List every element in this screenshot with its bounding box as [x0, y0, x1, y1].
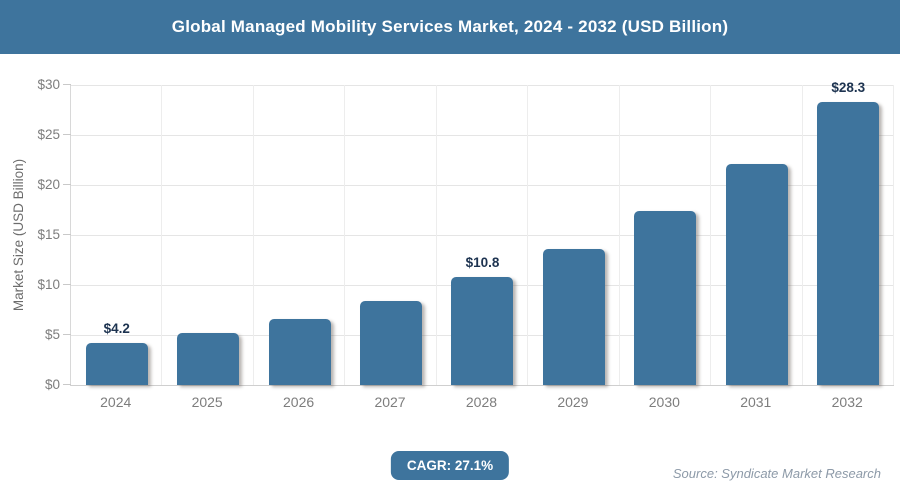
y-tick-mark — [63, 134, 71, 135]
x-gridline — [801, 85, 803, 385]
bar-2030[interactable] — [634, 211, 697, 385]
y-gridline — [71, 235, 894, 236]
bar-column — [162, 85, 253, 385]
x-gridline — [344, 85, 346, 385]
y-gridline — [71, 85, 894, 86]
y-tick-label: $30 — [37, 77, 60, 92]
y-gridline — [71, 135, 894, 136]
bar-column: $10.8 — [437, 85, 528, 385]
y-tick-label: $10 — [37, 277, 60, 292]
chart-header: Global Managed Mobility Services Market,… — [0, 0, 900, 54]
y-tick-label: $15 — [37, 227, 60, 242]
y-tick-mark — [63, 334, 71, 335]
source-attribution: Source: Syndicate Market Research — [672, 466, 881, 481]
bars-container: $4.2 $10.8 $28.3 — [71, 80, 894, 385]
bar-value-label: $4.2 — [103, 321, 130, 336]
y-tick-mark — [63, 84, 71, 85]
cagr-badge: CAGR: 27.1% — [390, 451, 510, 480]
x-gridline — [618, 85, 620, 385]
bar-column — [620, 85, 711, 385]
y-tick-label: $0 — [44, 377, 60, 392]
x-gridline — [527, 85, 529, 385]
x-gridline — [161, 85, 163, 385]
x-gridline — [893, 85, 894, 385]
bar-column: $4.2 — [71, 85, 162, 385]
x-tick-label: 2031 — [740, 394, 772, 410]
bar-column — [345, 85, 436, 385]
chart-title: Global Managed Mobility Services Market,… — [171, 17, 729, 36]
bar-2025[interactable] — [177, 333, 240, 385]
y-tick-label: $20 — [37, 177, 60, 192]
bar-column — [528, 85, 619, 385]
x-tick-label: 2026 — [283, 394, 315, 410]
x-tick-label: 2024 — [100, 394, 132, 410]
x-tick-label: 2027 — [374, 394, 406, 410]
x-tick-label: 2032 — [831, 394, 863, 410]
bar-2029[interactable] — [542, 249, 605, 385]
bar-column — [711, 85, 802, 385]
bar-value-label: $28.3 — [831, 80, 866, 95]
y-tick-mark — [63, 234, 71, 235]
x-tick-label: 2029 — [557, 394, 589, 410]
x-tick-label: 2030 — [648, 394, 680, 410]
x-gridline — [710, 85, 712, 385]
x-tick-label: 2025 — [191, 394, 223, 410]
bar-value-label: $10.8 — [465, 255, 500, 270]
bar-2024[interactable] — [85, 343, 148, 385]
x-gridline — [435, 85, 437, 385]
x-gridline — [252, 85, 254, 385]
y-tick-mark — [63, 284, 71, 285]
y-tick-label: $25 — [37, 127, 60, 142]
bar-2031[interactable] — [725, 164, 788, 385]
y-tick-mark — [63, 184, 71, 185]
bar-2027[interactable] — [360, 301, 423, 385]
y-axis-title: Market Size (USD Billion) — [11, 158, 26, 312]
x-axis-labels: 2024 2025 2026 2027 2028 2029 2030 2031 2032 — [70, 394, 893, 410]
y-tick-mark — [63, 384, 71, 385]
plot-area: $0 $5 $10 $15 $20 $25 $30 $4.2 $10.8 $28.3 — [37, 77, 894, 392]
bar-2028[interactable] — [451, 277, 514, 385]
bar-column: $28.3 — [803, 80, 894, 385]
bar-2032[interactable] — [817, 102, 880, 385]
y-gridline — [71, 185, 894, 186]
y-tick-label: $5 — [44, 327, 60, 342]
bar-column — [254, 85, 345, 385]
bar-2026[interactable] — [268, 319, 331, 385]
x-tick-label: 2028 — [465, 394, 498, 410]
